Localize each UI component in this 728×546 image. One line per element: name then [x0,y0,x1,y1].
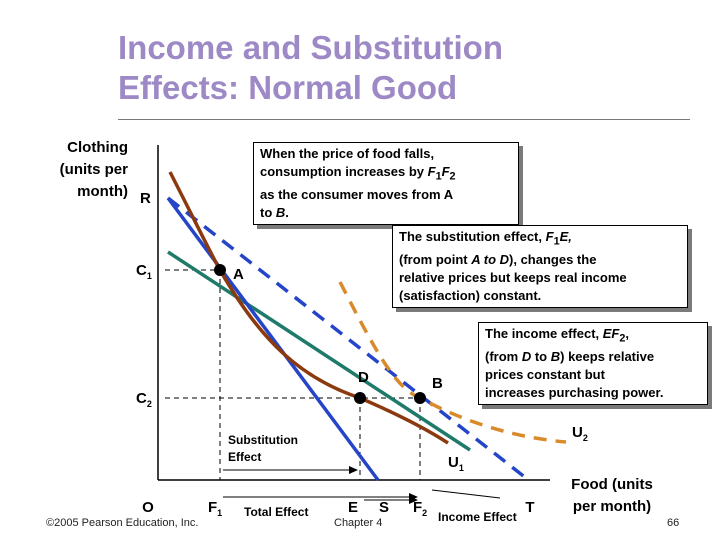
f2-letter: F [413,499,422,516]
f1-letter: F [208,499,217,516]
income-comma: , [625,326,630,341]
u2-subscript: 2 [583,433,588,443]
substitution-changes: ), changes the [509,251,597,267]
price-fall-period: . [285,204,289,220]
substitution-callout-line2: (from point A to D), changes the [399,251,681,269]
price-fall-f1-sub: 1 [435,170,442,183]
substitution-callout-line3: relative prices but keeps real income [399,269,627,285]
price-fall-to: to [260,204,276,220]
price-fall-callout: When the price of food falls, consumptio… [253,142,519,225]
price-fall-text: consumption increases by [260,164,428,179]
c1-label: C1 [136,262,152,281]
price-fall-callout-line4: to B. [260,204,512,222]
y-axis-label-line3: month) [77,183,128,200]
slide-title: Income and Substitution Effects: Normal … [118,28,503,108]
f2-label: F2 [413,499,427,518]
point-a [214,264,226,276]
c2-subscript: 2 [147,399,152,409]
income-ef: EF [602,326,620,341]
price-fall-f1: F [427,164,436,179]
title-divider [118,119,690,120]
price-fall-callout-line2: consumption increases by F1F2 [260,163,512,186]
substitution-arrow-head [349,466,358,474]
point-d [354,392,366,404]
income-effect-label: Income Effect [438,510,517,524]
substitution-e: E, [559,229,572,244]
income-d: D [521,348,532,364]
c2-letter: C [136,390,147,407]
substitution-effect-label-line1: Substitution [228,433,298,447]
income-b: B [550,348,561,364]
income-effect-callout: The income effect, EF2, (from D to B) ke… [478,322,708,405]
footer-page-number: 66 [667,517,680,529]
f1-subscript: 1 [217,508,222,518]
u1-letter: U [448,454,459,471]
slide-title-line1: Income and Substitution [118,29,503,66]
price-fall-f2-sub: 2 [449,170,456,183]
slide-title-line2: Effects: Normal Good [118,69,458,106]
footer-chapter: Chapter 4 [334,517,383,529]
income-callout-line1: The income effect, EF2, [485,325,701,348]
substitution-f-sub: 1 [553,235,560,248]
indifference-curve-u1 [168,171,449,445]
substitution-callout-line1: The substitution effect, F1E, [399,228,681,251]
c1-subscript: 1 [147,271,152,281]
substitution-a-to-d: A to D [471,251,510,267]
s-label: S [379,499,389,516]
f1-label: F1 [208,499,222,518]
substitution-effect-label-line2: Effect [228,450,261,464]
b-label: B [432,375,443,392]
c2-label: C2 [136,390,152,409]
price-fall-f2: F [441,164,450,179]
x-axis-label-line2: per month) [573,498,651,515]
substitution-effect-callout: The substitution effect, F1E, (from poin… [392,225,688,308]
income-to: to [531,348,551,364]
price-fall-callout-line1: When the price of food falls, [260,146,435,161]
f2-subscript: 2 [422,508,427,518]
footer-copyright: ©2005 Pearson Education, Inc. [46,517,199,529]
income-effect-pointer [431,489,501,499]
income-keeps: ) keeps relative [560,348,655,364]
origin-label: O [142,499,154,516]
substitution-f: F [545,229,554,244]
income-from: (from [485,348,522,364]
income-text: The income effect, [485,326,603,341]
compensated-budget-line [167,250,471,452]
u1-label: U1 [448,454,464,473]
c1-letter: C [136,262,147,279]
income-arrow-head [409,496,418,504]
income-callout-line2: (from D to B) keeps relative [485,348,701,366]
y-axis-label-line1: Clothing [67,139,128,156]
e-label: E [348,499,358,516]
d-label: D [358,369,369,386]
substitution-from: (from point [399,251,472,267]
substitution-callout-line4: (satisfaction) constant. [399,287,542,303]
x-axis-label-line1: Food (units [571,476,653,493]
r-label: R [140,190,151,207]
point-b [414,392,426,404]
u1-subscript: 1 [459,463,464,473]
y-axis-label-line2: (units per [60,161,128,178]
income-ef-sub: 2 [619,332,626,345]
t-label: T [525,499,534,516]
u2-label: U2 [572,424,588,443]
income-callout-line3: prices constant but [485,366,605,382]
new-budget-line [166,196,528,480]
price-fall-b: B [275,204,286,220]
substitution-text: The substitution effect, [399,229,546,244]
original-budget-line [166,196,380,482]
u2-letter: U [572,424,583,441]
price-fall-callout-line3: as the consumer moves from A [260,186,454,202]
total-effect-label: Total Effect [244,505,308,519]
a-label: A [233,266,244,283]
income-callout-line4: increases purchasing power. [485,384,664,400]
